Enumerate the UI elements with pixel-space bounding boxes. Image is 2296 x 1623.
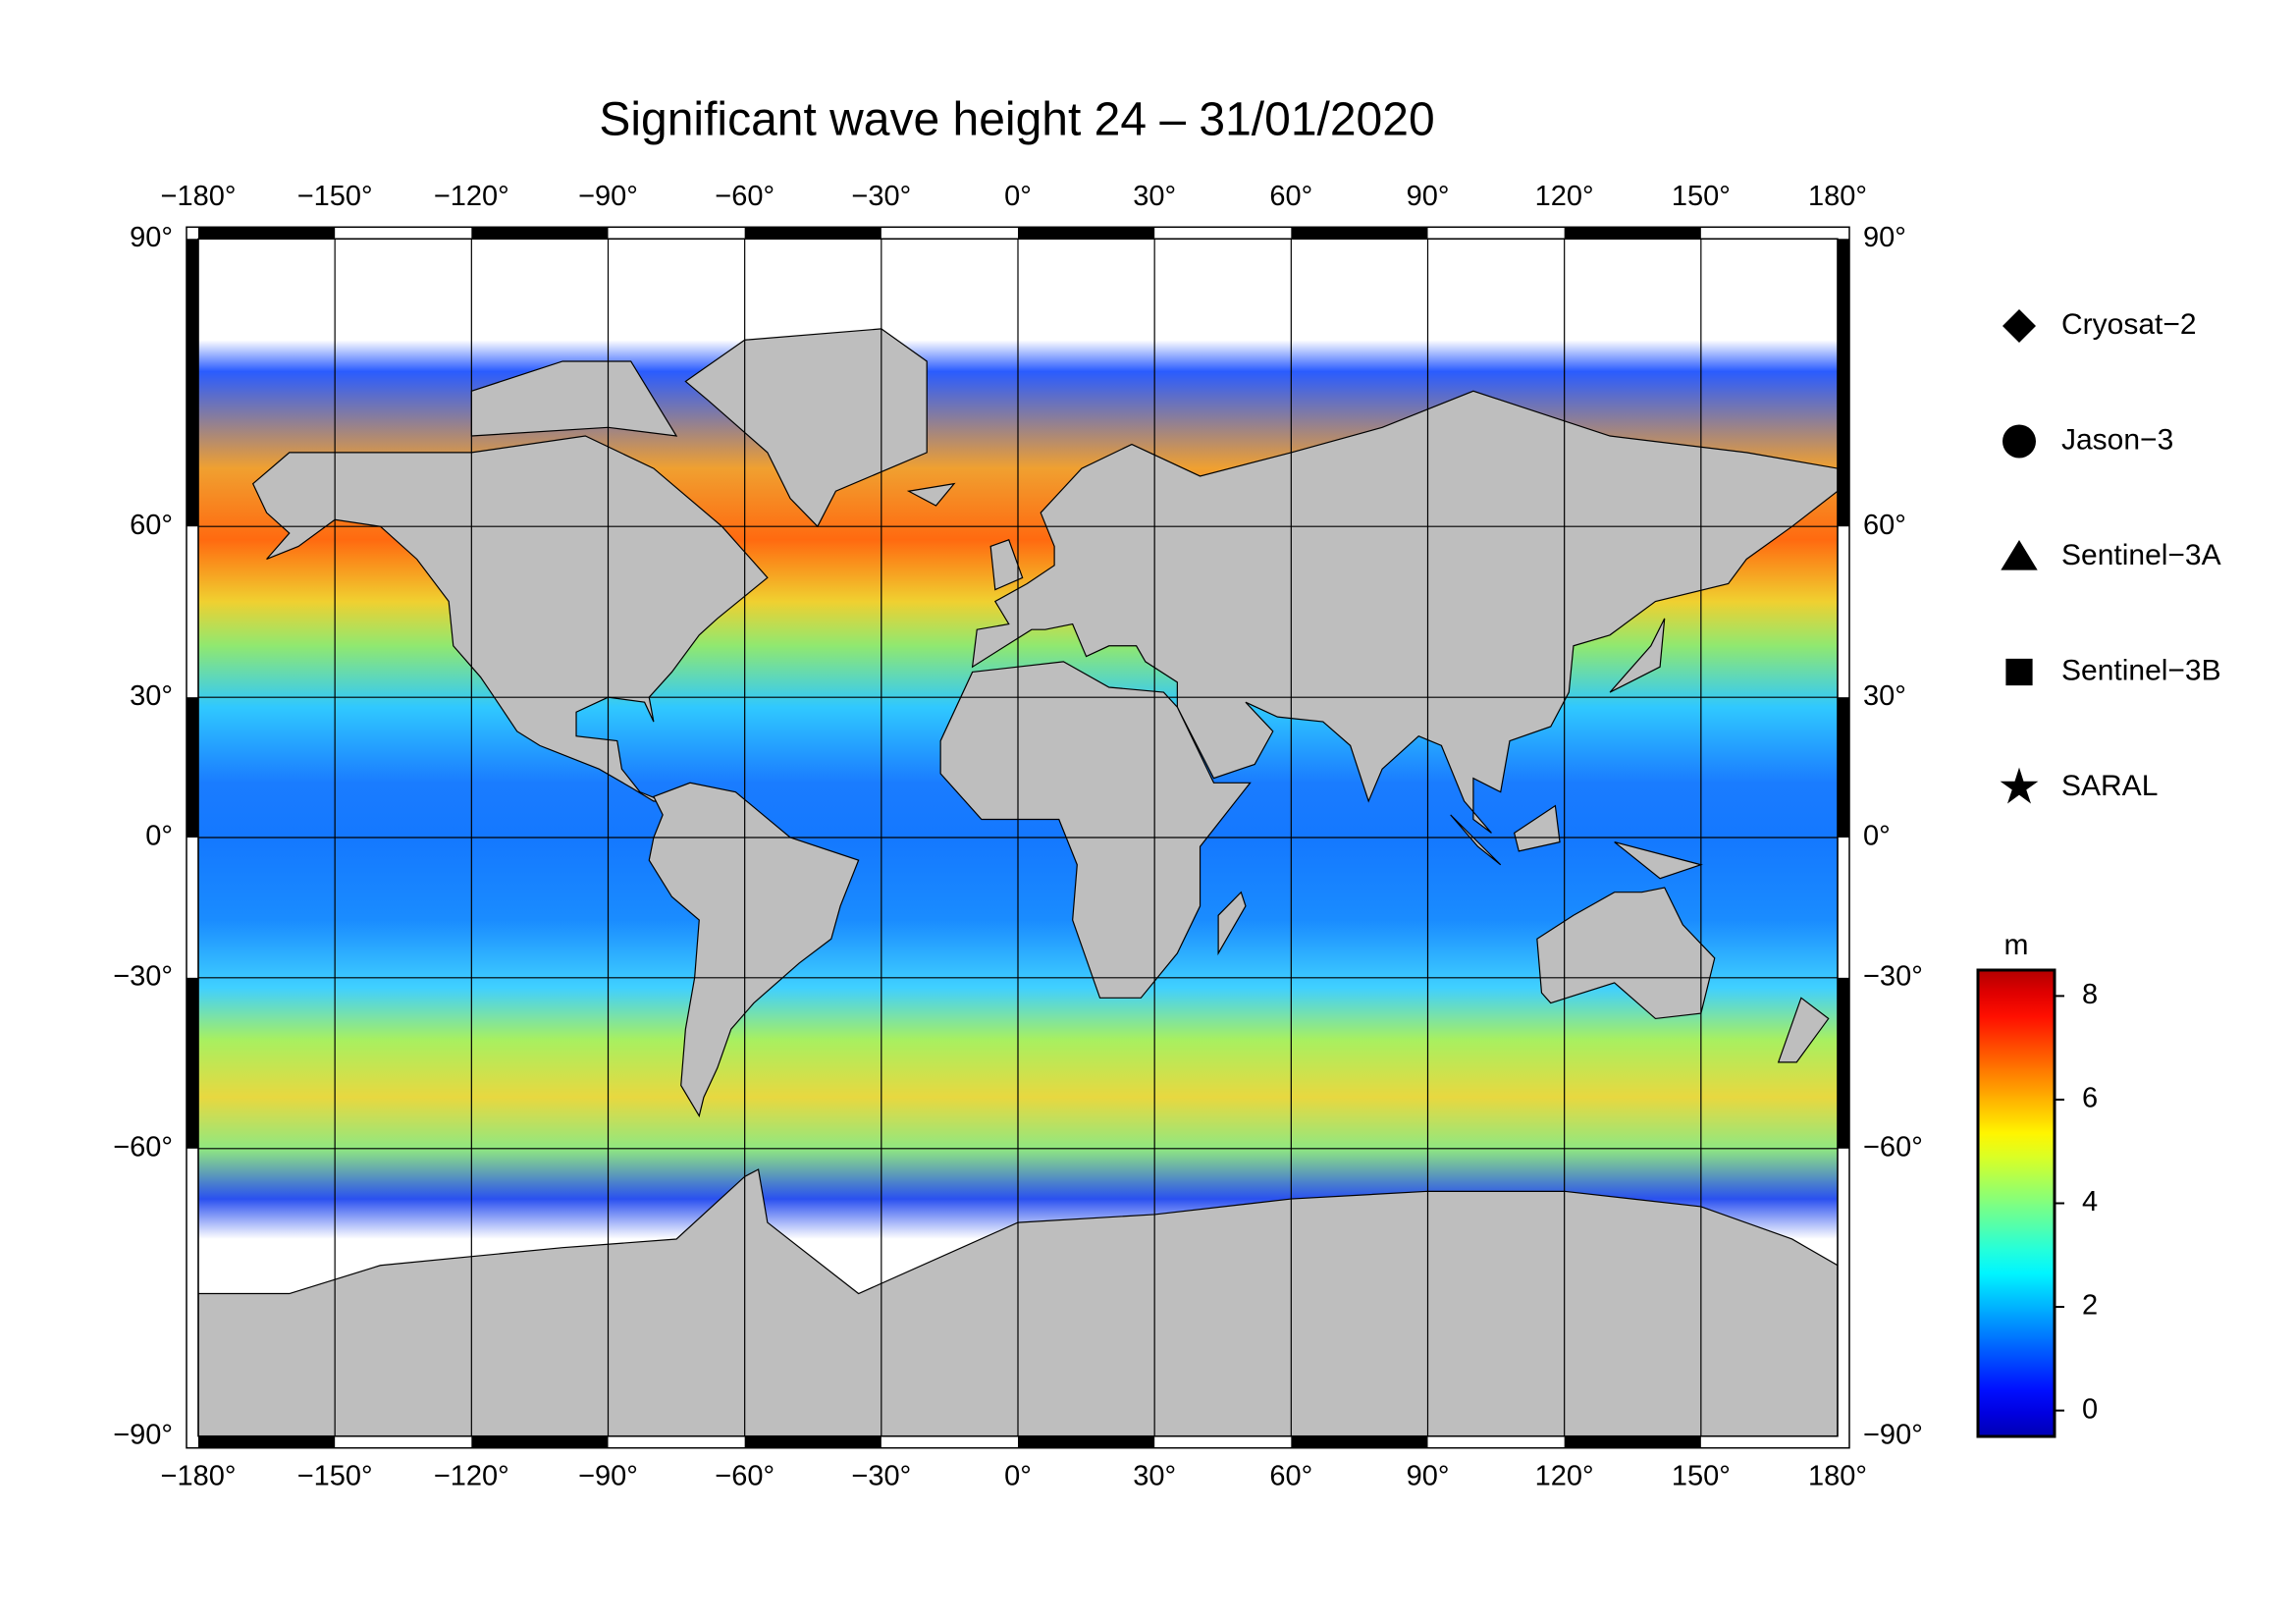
frame-band: [1838, 697, 1849, 838]
colorbar-tick-label: 6: [2082, 1083, 2098, 1114]
legend-marker: [2001, 540, 2038, 570]
frame-band: [187, 977, 198, 1149]
x-tick-label: 60°: [1269, 1460, 1312, 1491]
x-tick-label: −120°: [434, 181, 509, 212]
frame-band: [1838, 977, 1849, 1149]
legend-label: Sentinel−3A: [2061, 539, 2221, 571]
land: [1777, 997, 1830, 1063]
land: [1609, 618, 1666, 693]
frame-band: [1564, 1435, 1701, 1448]
legend-label: Sentinel−3B: [2061, 654, 2221, 686]
frame-band: [471, 227, 609, 240]
x-tick-label: 120°: [1535, 1460, 1594, 1491]
colorbar-tick-label: 0: [2082, 1393, 2098, 1425]
x-tick-label: −120°: [434, 1460, 509, 1491]
x-tick-label: −30°: [851, 181, 911, 212]
colorbar-unit: m: [2004, 929, 2029, 961]
frame-inner: [197, 238, 1839, 1437]
x-tick-label: 0°: [1004, 1460, 1032, 1491]
x-tick-label: −150°: [297, 1460, 373, 1491]
land: [1536, 887, 1716, 1020]
y-tick-label: −90°: [1863, 1419, 1923, 1450]
y-tick-label: −30°: [113, 960, 173, 992]
frame-band: [198, 227, 336, 240]
legend-label: SARAL: [2061, 770, 2158, 802]
land: [989, 539, 1024, 591]
frame-band: [187, 239, 198, 527]
colorbar-tick-label: 2: [2082, 1290, 2098, 1322]
frame-outer: [186, 226, 1850, 1449]
frame-band: [1291, 227, 1428, 240]
y-tick-label: −30°: [1863, 960, 1923, 992]
legend-marker: [2000, 767, 2039, 804]
x-tick-label: 0°: [1004, 181, 1032, 212]
legend-marker: [2002, 309, 2036, 343]
land: [251, 435, 769, 802]
frame-band: [1018, 227, 1155, 240]
y-tick-label: 90°: [130, 222, 173, 253]
land: [648, 782, 860, 1118]
x-tick-label: −60°: [715, 181, 774, 212]
frame-band: [198, 1435, 336, 1448]
x-tick-label: 30°: [1133, 1460, 1176, 1491]
colorbar-tick-label: 4: [2082, 1186, 2098, 1217]
map-title: Significant wave height 24 – 31/01/2020: [599, 94, 1434, 146]
x-tick-label: −90°: [578, 181, 638, 212]
y-tick-label: 0°: [1863, 821, 1891, 852]
x-tick-label: 180°: [1808, 181, 1867, 212]
x-tick-label: −30°: [851, 1460, 911, 1491]
frame-band: [744, 1435, 881, 1448]
x-tick-label: −90°: [578, 1460, 638, 1491]
land: [906, 482, 956, 507]
y-tick-label: 30°: [1863, 680, 1906, 712]
x-tick-label: 30°: [1133, 181, 1176, 212]
colorbar: [1976, 968, 2056, 1438]
frame-band: [1564, 227, 1701, 240]
frame-band: [471, 1435, 609, 1448]
frame-band: [1018, 1435, 1155, 1448]
x-tick-label: −60°: [715, 1460, 774, 1491]
land: [1513, 804, 1561, 852]
land: [971, 390, 1838, 834]
x-tick-label: 90°: [1407, 1460, 1450, 1491]
x-tick-label: −180°: [161, 181, 237, 212]
frame-band: [1838, 239, 1849, 527]
x-tick-label: 60°: [1269, 181, 1312, 212]
x-tick-label: 150°: [1672, 1460, 1731, 1491]
y-tick-label: −60°: [113, 1131, 173, 1163]
legend-label: Jason−3: [2061, 423, 2173, 456]
y-tick-label: 60°: [130, 510, 173, 541]
y-tick-label: 60°: [1863, 510, 1906, 541]
x-tick-label: 90°: [1407, 181, 1450, 212]
frame-band: [744, 227, 881, 240]
frame-band: [1291, 1435, 1428, 1448]
y-tick-label: 30°: [130, 680, 173, 712]
land: [684, 328, 928, 528]
x-tick-label: 180°: [1808, 1460, 1867, 1491]
legend-marker: [2002, 424, 2036, 459]
y-tick-label: 0°: [145, 821, 173, 852]
frame-band: [187, 697, 198, 838]
y-tick-label: −90°: [113, 1419, 173, 1450]
x-tick-label: 150°: [1672, 181, 1731, 212]
colorbar-tick-label: 8: [2082, 979, 2098, 1010]
legend-marker: [2005, 658, 2033, 686]
y-tick-label: 90°: [1863, 222, 1906, 253]
x-tick-label: −150°: [297, 181, 373, 212]
land: [1614, 841, 1703, 880]
legend-label: Cryosat−2: [2061, 308, 2197, 341]
x-tick-label: 120°: [1535, 181, 1594, 212]
y-tick-label: −60°: [1863, 1131, 1923, 1163]
land: [1450, 814, 1502, 866]
land: [1217, 891, 1247, 956]
x-tick-label: −180°: [161, 1460, 237, 1491]
